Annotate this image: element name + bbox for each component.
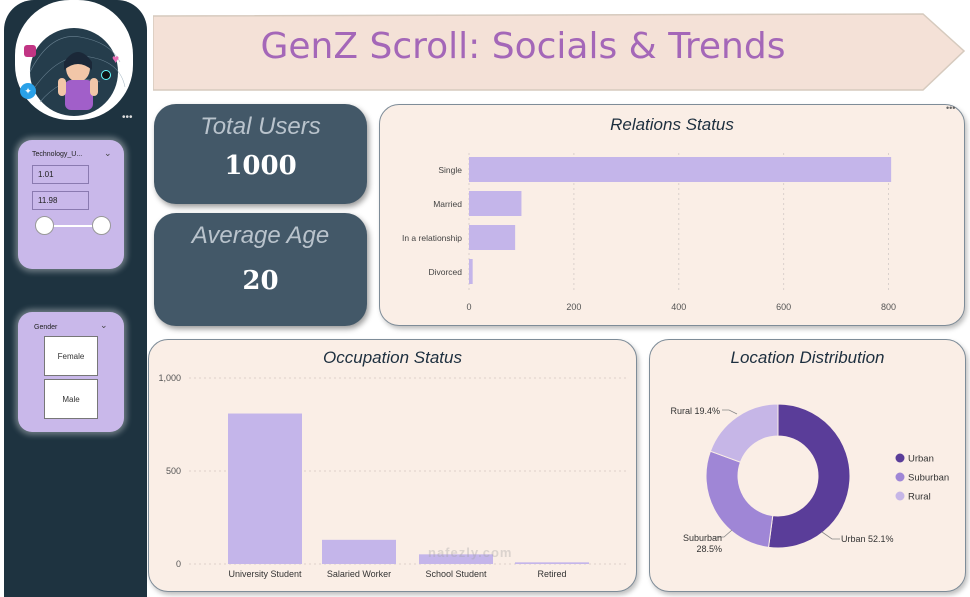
- donut-slice: [767, 403, 851, 549]
- x-tick-label: 800: [881, 302, 896, 312]
- more-options-icon[interactable]: •••: [122, 112, 133, 123]
- chevron-down-icon[interactable]: ⌄: [100, 320, 108, 330]
- sidebar: ✦ ♥ •••: [4, 0, 147, 597]
- category-label: School Student: [425, 569, 487, 579]
- relations-chart-title: Relations Status: [610, 115, 734, 134]
- occupation-chart-title: Occupation Status: [323, 348, 462, 367]
- x-tick-label: 200: [566, 302, 581, 312]
- instagram-icon: [24, 45, 36, 57]
- bar: [469, 259, 473, 284]
- gender-option-female[interactable]: Female: [44, 336, 98, 376]
- location-chart-title: Location Distribution: [730, 348, 885, 367]
- slice-label: Suburban: [683, 533, 722, 543]
- relations-status-card[interactable]: Relations Status 0 200 400 600 800 Single Marr…: [379, 104, 965, 326]
- category-label: Married: [433, 199, 462, 209]
- x-tick-label: 600: [776, 302, 791, 312]
- bar: [322, 539, 396, 564]
- category-label: Single: [438, 165, 462, 175]
- total-users-card: Total Users 1000: [154, 104, 367, 204]
- y-tick-label: 500: [166, 466, 181, 476]
- bar: [419, 554, 493, 564]
- page-title: GenZ Scroll: Socials & Trends: [260, 26, 786, 67]
- bar: [515, 562, 589, 564]
- slice-label: 28.5%: [696, 544, 722, 554]
- tiktok-icon: [101, 70, 111, 80]
- average-age-value: 20: [242, 266, 279, 296]
- occupation-bar-chart: 0 500 1,000 University Student Salaried Work…: [158, 373, 627, 579]
- leader-line: [821, 531, 840, 540]
- legend-swatch: [895, 453, 905, 463]
- occupation-status-card[interactable]: Occupation Status 0 500 1,000 University St…: [148, 339, 637, 592]
- legend-label: Rural: [908, 492, 931, 503]
- total-users-value: 1000: [224, 151, 297, 181]
- technology-slicer[interactable]: Technology_U... ⌄ 1.01 11.98: [18, 140, 124, 269]
- title-banner: [153, 13, 965, 91]
- y-tick-label: 1,000: [158, 373, 181, 383]
- category-label: Salaried Worker: [327, 569, 391, 579]
- category-label: Divorced: [428, 267, 462, 277]
- gender-option-male[interactable]: Male: [44, 379, 98, 419]
- gender-slicer[interactable]: Gender ⌄ Female Male: [18, 312, 124, 432]
- bar: [469, 157, 892, 182]
- range-slider-track[interactable]: [45, 225, 103, 227]
- legend-label: Suburban: [908, 473, 949, 484]
- chevron-down-icon[interactable]: ⌄: [104, 148, 112, 158]
- category-label: Retired: [537, 569, 566, 579]
- bar: [469, 225, 516, 250]
- bar: [469, 191, 522, 216]
- range-min-input[interactable]: 1.01: [32, 165, 89, 184]
- more-options-icon[interactable]: •••: [946, 103, 956, 113]
- slice-label: Urban 52.1%: [841, 534, 894, 544]
- x-tick-label: 400: [671, 302, 686, 312]
- slice-label: Rural 19.4%: [670, 406, 720, 416]
- gender-slicer-title: Gender: [34, 324, 58, 331]
- x-tick-label: 0: [466, 302, 471, 312]
- donut-slice: [709, 403, 779, 463]
- total-users-label: Total Users: [200, 113, 321, 140]
- heart-icon: ♥: [112, 52, 120, 66]
- leader-line: [722, 409, 738, 415]
- category-label: In a relationship: [402, 233, 462, 243]
- watermark: nafezly.com: [428, 545, 513, 560]
- legend-swatch: [895, 472, 905, 482]
- legend-swatch: [895, 491, 905, 501]
- twitter-icon: ✦: [20, 83, 36, 99]
- technology-slicer-title: Technology_U...: [32, 151, 83, 158]
- bar: [228, 413, 302, 564]
- location-distribution-card[interactable]: Location Distribution Urban 52.1% Suburba…: [649, 339, 966, 592]
- average-age-label: Average Age: [191, 222, 330, 249]
- legend-label: Urban: [908, 454, 934, 465]
- leader-line: [716, 529, 733, 538]
- range-max-input[interactable]: 11.98: [32, 191, 89, 210]
- range-max-handle[interactable]: [92, 216, 111, 235]
- range-min-handle[interactable]: [35, 216, 54, 235]
- category-label: University Student: [228, 569, 302, 579]
- relations-bar-chart: 0 200 400 600 800 Single Married In a relations…: [402, 153, 896, 312]
- donut-slice: [705, 450, 774, 548]
- average-age-card: Average Age 20: [154, 213, 367, 326]
- hero-illustration: [10, 0, 133, 120]
- y-tick-label: 0: [176, 559, 181, 569]
